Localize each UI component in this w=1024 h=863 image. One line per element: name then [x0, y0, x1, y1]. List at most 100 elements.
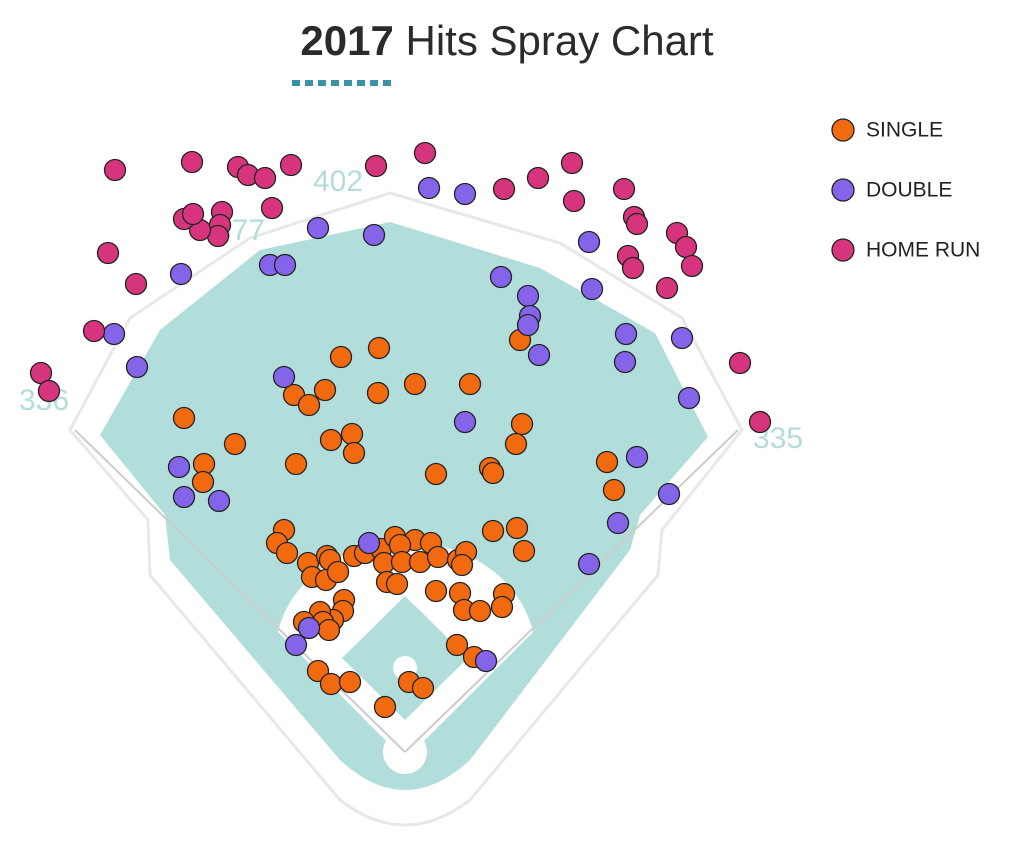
hit-point: [580, 277, 604, 301]
hit-point: [602, 478, 626, 502]
hit-point: [82, 319, 106, 343]
hit-point: [279, 153, 303, 177]
hit-point: [504, 432, 528, 456]
hit-point: [411, 676, 435, 700]
hit-point: [385, 572, 409, 596]
hit-point: [362, 223, 386, 247]
hit-point: [253, 166, 277, 190]
hit-point: [595, 450, 619, 474]
hit-point: [180, 150, 204, 174]
hit-point: [490, 595, 514, 619]
hit-point: [272, 365, 296, 389]
hit-point: [748, 410, 772, 434]
hit-point: [481, 461, 505, 485]
legend-swatch: [831, 178, 855, 202]
hit-point: [655, 276, 679, 300]
distance-label: 402: [313, 165, 363, 198]
hit-point: [527, 343, 551, 367]
hit-point: [453, 410, 477, 434]
hit-point: [125, 355, 149, 379]
hit-point: [172, 406, 196, 430]
hit-point: [366, 381, 390, 405]
hit-point: [317, 618, 341, 642]
hit-point: [621, 256, 645, 280]
hit-point: [577, 552, 601, 576]
hit-point: [338, 670, 362, 694]
legend-label: SINGLE: [866, 119, 943, 142]
hit-point: [560, 151, 584, 175]
hit-point: [677, 386, 701, 410]
hit-point: [403, 372, 427, 396]
hit-point: [505, 516, 529, 540]
hit-point: [417, 176, 441, 200]
hit-point: [103, 158, 127, 182]
hit-point: [102, 322, 126, 346]
hit-point: [680, 254, 704, 278]
outer-wall: [68, 191, 744, 827]
hit-point: [413, 141, 437, 165]
legend: SINGLE DOUBLE HOME RUN: [831, 118, 980, 262]
hit-point: [260, 196, 284, 220]
hit-point: [489, 265, 513, 289]
hit-point: [342, 441, 366, 465]
hit-point: [340, 422, 364, 446]
legend-swatch: [831, 118, 855, 142]
hit-point: [223, 432, 247, 456]
hit-point: [728, 351, 752, 375]
hit-point: [426, 545, 450, 569]
hit-point: [577, 230, 601, 254]
hit-point: [445, 633, 469, 657]
hit-point: [474, 649, 498, 673]
hit-point: [297, 393, 321, 417]
hit-point: [373, 695, 397, 719]
hit-point: [284, 633, 308, 657]
hit-point: [510, 412, 534, 436]
hit-point: [297, 616, 321, 640]
hit-point: [319, 428, 343, 452]
hit-point: [614, 322, 638, 346]
hit-point: [670, 326, 694, 350]
chart-title: 2017 Hits Spray Chart: [300, 17, 714, 64]
hit-point: [37, 379, 61, 403]
hit-point: [191, 470, 215, 494]
hit-point: [562, 189, 586, 213]
foul-line: [74, 429, 406, 753]
hit-point: [516, 284, 540, 308]
title-year: 2017: [300, 17, 393, 64]
hit-point: [492, 177, 516, 201]
hit-point: [625, 212, 649, 236]
hit-point: [273, 253, 297, 277]
hit-point: [613, 350, 637, 374]
hit-point: [357, 531, 381, 555]
legend-label: HOME RUN: [866, 239, 980, 262]
hit-point: [512, 539, 536, 563]
hit-point: [674, 235, 698, 259]
foul-line: [404, 429, 739, 753]
hit-point: [625, 445, 649, 469]
hit-point: [169, 262, 193, 286]
hit-point: [450, 553, 474, 577]
hit-point: [275, 541, 299, 565]
hit-point: [329, 345, 353, 369]
hit-point: [96, 241, 120, 265]
hit-point: [364, 154, 388, 178]
points: [29, 141, 772, 719]
hit-point: [424, 462, 448, 486]
hit-point: [424, 579, 448, 603]
hit-point: [124, 272, 148, 296]
hit-point: [306, 216, 330, 240]
legend-label: DOUBLE: [866, 179, 952, 202]
hit-point: [313, 378, 337, 402]
field: [68, 191, 744, 827]
hit-point: [657, 482, 681, 506]
legend-swatch: [831, 238, 855, 262]
title-text: Hits Spray Chart: [406, 17, 714, 64]
hit-point: [481, 519, 505, 543]
hit-point: [207, 489, 231, 513]
hit-point: [319, 672, 343, 696]
hit-point: [367, 336, 391, 360]
hit-point: [606, 511, 630, 535]
grass: [100, 222, 708, 790]
hit-point: [612, 177, 636, 201]
